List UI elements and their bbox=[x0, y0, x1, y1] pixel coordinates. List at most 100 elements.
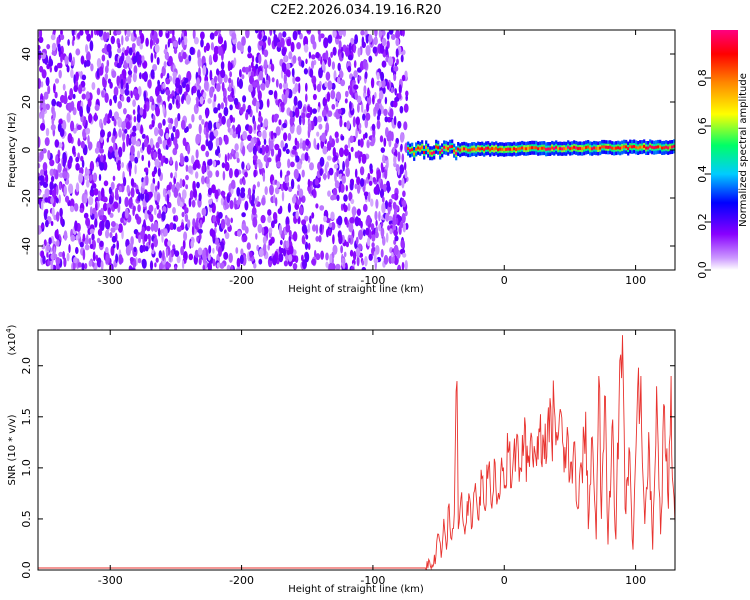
spectrogram-trace-core bbox=[505, 147, 508, 151]
spectrogram-noise-cell bbox=[363, 203, 368, 213]
spectrogram-noise-cell bbox=[267, 215, 272, 223]
spectrogram-noise-cell bbox=[177, 113, 181, 122]
spectrogram-noise-cell bbox=[164, 52, 169, 60]
spectrogram-trace-core bbox=[613, 147, 616, 150]
spectrogram-noise-cell bbox=[367, 172, 371, 180]
spectrogram-noise-cell bbox=[393, 100, 398, 108]
spectrogram-noise-cell bbox=[275, 126, 281, 136]
spectrogram-x-tick-label: -100 bbox=[360, 274, 385, 287]
spectrogram-noise-cell bbox=[130, 90, 133, 99]
spectrogram-noise-cell bbox=[394, 88, 398, 96]
spectrogram-noise-cell bbox=[41, 69, 47, 79]
spectrogram-trace-core bbox=[437, 146, 440, 150]
spectrogram-noise-cell bbox=[355, 128, 358, 139]
spectrogram-noise-cell bbox=[165, 30, 169, 34]
spectrogram-noise-cell bbox=[197, 247, 203, 256]
spectrogram-noise-cell bbox=[355, 236, 359, 245]
spectrogram-noise-cell bbox=[300, 153, 306, 161]
spectrogram-noise-cell bbox=[278, 119, 282, 126]
spectrogram-noise-cell bbox=[172, 71, 177, 78]
spectrogram-noise-cell bbox=[340, 245, 343, 254]
spectrogram-noise-cell bbox=[246, 242, 251, 250]
spectrogram-noise-cell bbox=[215, 170, 220, 178]
spectrogram-noise-cell bbox=[226, 193, 231, 204]
spectrogram-noise-cell bbox=[366, 214, 371, 224]
spectrogram-noise-cell bbox=[337, 215, 343, 226]
spectrogram-noise-cell bbox=[345, 90, 349, 98]
spectrogram-noise-cell bbox=[118, 254, 123, 265]
spectrogram-noise-cell bbox=[121, 121, 126, 130]
spectrogram-noise-cell bbox=[270, 147, 275, 157]
spectrogram-noise-cell bbox=[85, 30, 90, 36]
spectrogram-trace-core bbox=[537, 147, 540, 151]
spectrogram-noise-cell bbox=[371, 234, 376, 242]
spectrogram-noise-cell bbox=[343, 122, 347, 128]
spectrogram-noise-cell bbox=[198, 123, 202, 135]
spectrogram-noise-cell bbox=[335, 137, 339, 144]
spectrogram-noise-cell bbox=[130, 145, 135, 155]
spectrogram-noise-cell bbox=[162, 118, 166, 126]
spectrogram-noise-cell bbox=[174, 171, 178, 179]
spectrogram-noise-cell bbox=[200, 144, 206, 152]
spectrogram-y-tick-label: 20 bbox=[20, 95, 33, 109]
spectrogram-noise-cell bbox=[104, 113, 109, 122]
spectrogram-noise-cell bbox=[51, 189, 57, 198]
spectrogram-noise-cell bbox=[291, 67, 295, 78]
spectrogram-noise-cell bbox=[404, 210, 408, 217]
spectrogram-noise-cell bbox=[218, 152, 221, 159]
spectrogram-noise-cell bbox=[58, 194, 61, 204]
spectrogram-noise-cell bbox=[339, 117, 343, 128]
spectrogram-noise-cell bbox=[118, 185, 122, 193]
spectrogram-trace-core bbox=[465, 147, 468, 151]
spectrogram-noise-cell bbox=[218, 112, 223, 119]
spectrogram-noise-cell bbox=[290, 161, 295, 168]
spectrogram-noise-cell bbox=[307, 223, 311, 233]
spectrogram-trace-core bbox=[671, 145, 674, 149]
spectrogram-noise-cell bbox=[237, 131, 241, 139]
spectrogram-noise-cell bbox=[70, 100, 75, 111]
spectrogram-noise-cell bbox=[60, 34, 65, 41]
spectrogram-noise-cell bbox=[185, 126, 189, 133]
spectrogram-noise-cell bbox=[384, 116, 389, 123]
spectrogram-noise-cell bbox=[72, 93, 76, 100]
spectrogram-noise-cell bbox=[236, 157, 240, 163]
spectrogram-noise-cell bbox=[133, 65, 138, 75]
spectrogram-noise-cell bbox=[112, 175, 116, 181]
spectrogram-noise-cell bbox=[311, 258, 317, 266]
spectrogram-noise-cell bbox=[86, 33, 92, 42]
spectrogram-noise-cell bbox=[100, 260, 104, 270]
spectrogram-trace-core bbox=[415, 147, 418, 151]
snr-y-tick-label: 1.0 bbox=[20, 459, 33, 477]
spectrogram-noise-cell bbox=[152, 64, 158, 71]
spectrogram-noise-cell bbox=[157, 122, 163, 130]
spectrogram-noise-cell bbox=[207, 120, 213, 131]
spectrogram-noise-cell bbox=[97, 228, 103, 236]
spectrogram-noise-cell bbox=[192, 218, 196, 228]
spectrogram-noise-cell bbox=[263, 243, 267, 250]
spectrogram-noise-cell bbox=[209, 69, 213, 81]
spectrogram-noise-cell bbox=[394, 235, 399, 242]
spectrogram-noise-cell bbox=[402, 222, 407, 233]
spectrogram-noise-cell bbox=[188, 123, 192, 129]
spectrogram-noise-cell bbox=[185, 184, 189, 190]
spectrogram-trace-core bbox=[409, 149, 412, 152]
spectrogram-noise-cell bbox=[73, 85, 78, 93]
spectrogram-noise-cell bbox=[143, 71, 148, 82]
spectrogram-noise-cell bbox=[224, 153, 228, 164]
spectrogram-noise-cell bbox=[107, 132, 110, 140]
spectrogram-noise-cell bbox=[181, 189, 187, 200]
spectrogram-trace-core bbox=[531, 146, 534, 150]
spectrogram-trace-core bbox=[523, 147, 526, 151]
spectrogram-noise-cell bbox=[324, 81, 328, 88]
spectrogram-noise-cell bbox=[301, 224, 307, 234]
spectrogram-noise-cell bbox=[262, 35, 268, 41]
spectrogram-trace-core bbox=[597, 147, 600, 150]
spectrogram-noise-cell bbox=[268, 89, 274, 96]
spectrogram-noise-cell bbox=[113, 118, 117, 127]
spectrogram-noise-cell bbox=[285, 223, 291, 233]
spectrogram-noise-cell bbox=[198, 114, 202, 121]
spectrogram-noise-cell bbox=[208, 54, 212, 66]
spectrogram-trace-core bbox=[543, 146, 546, 150]
spectrogram-noise-cell bbox=[85, 127, 91, 135]
spectrogram-noise-cell bbox=[79, 241, 84, 248]
